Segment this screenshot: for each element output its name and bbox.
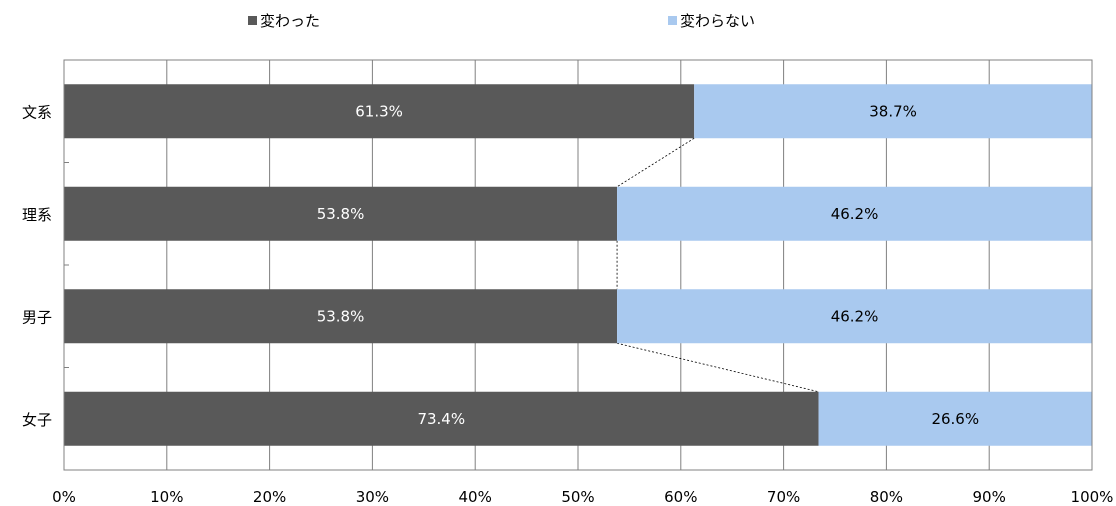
x-tick-label: 30% — [356, 488, 389, 506]
x-tick-label: 90% — [973, 488, 1006, 506]
category-label: 文系 — [22, 103, 52, 121]
bar-segment — [64, 391, 819, 446]
x-tick-label: 40% — [459, 488, 492, 506]
x-tick-label: 80% — [870, 488, 903, 506]
x-tick-label: 60% — [664, 488, 697, 506]
data-label: 53.8% — [317, 307, 365, 325]
legend-label: 変わらない — [680, 12, 755, 30]
bar-segment — [64, 186, 618, 241]
series-line — [616, 342, 819, 393]
bar-segment — [64, 289, 618, 344]
labels: 61.3% 38.7% 文系 53.8% 46.2% 理系 53.8% 46.2% 男子 73.4… — [22, 102, 979, 429]
x-tick-label: 0% — [52, 488, 76, 506]
category-label: 理系 — [22, 206, 52, 224]
category-label: 男子 — [22, 308, 52, 326]
axes: 0% 10% 20% 30% 40% 50% 60% 70% 80% 90% 100% — [52, 59, 1114, 506]
series-line — [616, 137, 695, 188]
legend: 変わった 変わらない — [248, 12, 755, 30]
data-label: 26.6% — [931, 410, 979, 428]
data-label: 53.8% — [317, 205, 365, 223]
legend-swatch — [248, 16, 257, 25]
bar-segment — [818, 391, 1092, 446]
data-label: 61.3% — [355, 102, 403, 120]
x-tick-label: 10% — [150, 488, 183, 506]
bars — [64, 84, 1092, 446]
legend-label: 変わった — [260, 12, 320, 30]
data-label: 46.2% — [831, 205, 879, 223]
x-tick-label: 100% — [1071, 488, 1114, 506]
bar-segment — [617, 186, 1092, 241]
data-label: 73.4% — [417, 410, 465, 428]
bar-segment — [617, 289, 1092, 344]
category-label: 女子 — [22, 411, 52, 429]
bar-segment — [64, 84, 695, 139]
x-tick-label: 50% — [561, 488, 594, 506]
x-tick-label: 70% — [767, 488, 800, 506]
series-lines — [616, 137, 819, 393]
legend-swatch — [668, 16, 677, 25]
x-tick-label: 20% — [253, 488, 286, 506]
data-label: 46.2% — [831, 307, 879, 325]
bar-segment — [694, 84, 1092, 139]
data-label: 38.7% — [869, 102, 917, 120]
